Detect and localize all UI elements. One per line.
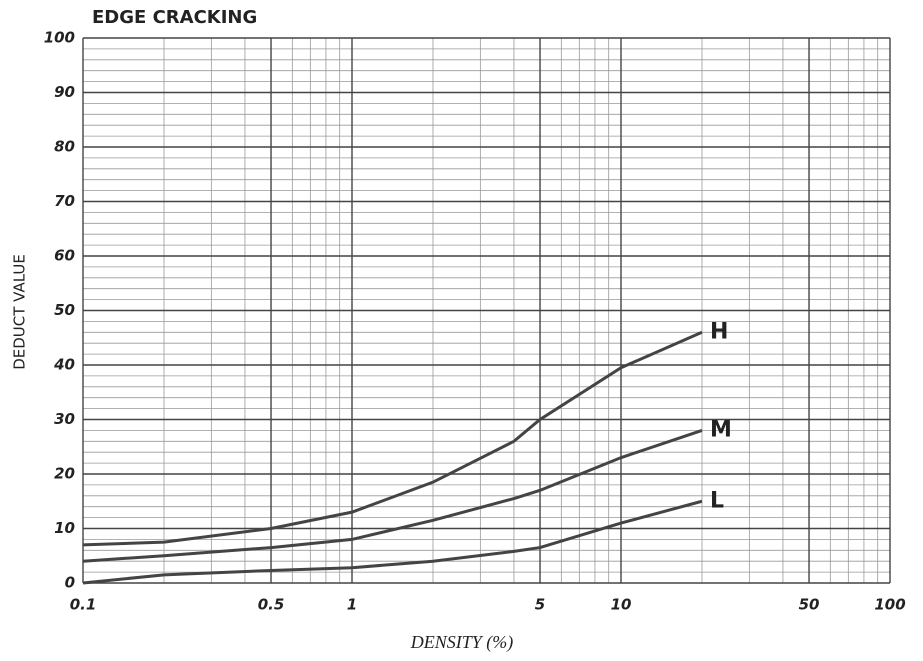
- x-tick-label: 0.1: [70, 596, 97, 614]
- y-tick-label: 80: [54, 138, 75, 156]
- y-tick-label: 50: [54, 301, 75, 319]
- curve-label: H: [710, 319, 728, 344]
- x-tick-label: 100: [874, 596, 905, 614]
- y-tick-label: 90: [54, 83, 75, 101]
- y-tick-label: 60: [54, 247, 75, 265]
- curve: [82, 428, 703, 563]
- x-tick-label: 10: [611, 596, 632, 614]
- y-tick-label: 100: [44, 29, 75, 47]
- y-tick-label: 10: [54, 519, 75, 537]
- curve-label: M: [710, 417, 732, 442]
- chart-title: EDGE CRACKING: [92, 7, 257, 28]
- x-tick-label: 1: [347, 596, 357, 614]
- y-tick-label: 20: [54, 465, 75, 483]
- y-tick-label: 40: [53, 356, 75, 374]
- x-tick-label: 50: [799, 596, 820, 614]
- y-tick-label: 0: [65, 574, 75, 592]
- curve-label: L: [710, 488, 724, 513]
- x-axis-label: DENSITY (%): [410, 632, 514, 653]
- y-tick-label: 70: [54, 192, 75, 210]
- curve: [82, 330, 703, 547]
- y-axis-label: DEDUCT VALUE: [11, 254, 29, 370]
- curve: [82, 499, 703, 585]
- y-tick-label: 30: [54, 410, 75, 428]
- x-tick-label: 0.5: [258, 596, 285, 614]
- x-tick-label: 5: [535, 596, 545, 614]
